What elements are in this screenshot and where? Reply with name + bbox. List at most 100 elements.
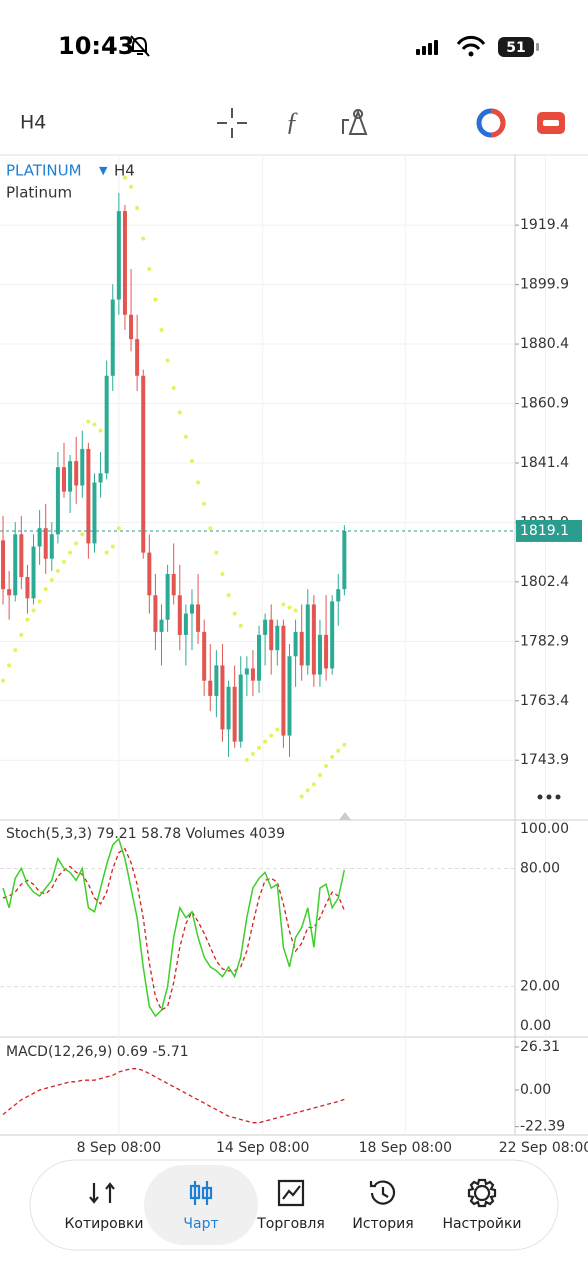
y-tick-label: -22.39 (520, 1119, 565, 1135)
nav-icon[interactable] (277, 1179, 305, 1207)
sar-dot (165, 358, 170, 363)
sar-dot (19, 632, 24, 637)
crosshair-icon[interactable] (217, 108, 247, 138)
candle-body (202, 631, 207, 681)
sar-dot (49, 578, 54, 583)
candle-body (208, 680, 213, 696)
candle-body (257, 634, 262, 681)
y-tick-label: 1802.4 (520, 574, 569, 590)
y-tick-label: 80.00 (520, 860, 560, 876)
y-tick-label: 1860.9 (520, 395, 569, 411)
nav-icon[interactable] (89, 1182, 115, 1204)
macd-signal-line (2, 1068, 345, 1124)
sar-dot (37, 599, 42, 604)
sar-dot (74, 541, 79, 546)
nav-label[interactable]: Котировки (64, 1216, 143, 1232)
candle-body (31, 546, 36, 599)
sar-dot (98, 428, 103, 433)
sar-dot (226, 593, 231, 598)
sar-dot (220, 571, 225, 576)
stoch-name: Stoch(5,3,3) (6, 826, 92, 842)
sar-dot (104, 550, 109, 555)
nav-icon[interactable] (369, 1180, 396, 1205)
sar-dot (281, 602, 286, 607)
chart-timeframe: H4 (114, 162, 135, 180)
candle-body (183, 613, 188, 635)
macd-label: MACD(12,26,9) 0.69 -5.71 (6, 1044, 189, 1060)
symbol-dropdown[interactable]: ▼ (99, 164, 108, 177)
sar-dot (208, 526, 213, 531)
nav-label[interactable]: Чарт (183, 1216, 218, 1232)
sar-dot (129, 184, 134, 189)
candle-body (43, 528, 48, 559)
y-tick-label: 0.00 (520, 1082, 551, 1098)
candle-body (299, 631, 304, 666)
y-tick-label: 1763.4 (520, 693, 569, 709)
sar-dot (122, 175, 127, 180)
objects-icon[interactable] (342, 109, 368, 135)
sar-dot (330, 754, 335, 759)
more-icon[interactable] (537, 794, 561, 800)
candle-body (263, 619, 268, 635)
timeframe-button[interactable]: H4 (20, 112, 46, 134)
sar-dot (196, 480, 201, 485)
stoch-d: 58.78 (141, 826, 181, 842)
trade-icon-half (490, 108, 506, 138)
status-time: 10:43 (58, 32, 134, 60)
sar-dot (7, 663, 12, 668)
nav-label[interactable]: История (352, 1216, 413, 1232)
nav-active-pill (144, 1165, 258, 1245)
candle-body (61, 467, 66, 492)
sar-dot (183, 434, 188, 439)
y-tick-label: 20.00 (520, 979, 560, 995)
nav-icon[interactable] (189, 1181, 213, 1205)
symbol[interactable]: PLATINUM (6, 162, 82, 180)
y-tick-label: 1919.4 (520, 217, 569, 233)
y-tick-label: 100.00 (520, 821, 569, 837)
mute-icon (130, 35, 150, 57)
sar-dot (110, 544, 115, 549)
candle-body (330, 601, 335, 669)
nav-label[interactable]: Торговля (256, 1216, 325, 1232)
nav-label[interactable]: Настройки (442, 1216, 521, 1232)
y-tick-label: 0.00 (520, 1018, 551, 1034)
x-tick-label: 8 Sep 08:00 (77, 1140, 162, 1156)
indicators-icon[interactable]: ƒ (286, 107, 299, 136)
sar-dot (250, 751, 255, 756)
sar-dot (153, 297, 158, 302)
candle-body (269, 619, 274, 651)
candle-body (74, 461, 79, 486)
sar-dot (92, 422, 97, 427)
candle-body (232, 686, 237, 742)
y-tick-label: 1782.9 (520, 633, 569, 649)
candle-body (324, 634, 329, 669)
symbol-description: Platinum (6, 184, 72, 202)
current-price-box (516, 519, 582, 542)
candle-body (122, 211, 127, 315)
candle-body (153, 595, 158, 632)
candle-body (116, 211, 121, 300)
x-tick-label: 18 Sep 08:00 (359, 1140, 452, 1156)
candle-body (55, 467, 60, 535)
stoch-d-line (2, 847, 345, 1012)
y-tick-label: 1880.4 (520, 336, 569, 352)
macd-signal-value: -5.71 (152, 1044, 188, 1060)
candle-body (238, 674, 243, 742)
candle-body (311, 604, 316, 675)
candle-body (92, 482, 97, 544)
nav-icon[interactable] (467, 1178, 497, 1208)
sar-dot (202, 501, 207, 506)
candle-body (226, 686, 231, 730)
sar-dot (13, 648, 18, 653)
sar-dot (25, 617, 30, 622)
candle-body (342, 530, 347, 590)
sar-dot (305, 788, 310, 793)
sar-dot (257, 745, 262, 750)
candle-body (110, 299, 115, 376)
candle-body (135, 339, 140, 376)
candle-body (7, 589, 12, 596)
shift-marker[interactable] (339, 812, 351, 820)
sar-dot (287, 605, 292, 610)
sar-dot (159, 328, 164, 333)
sar-dot (31, 608, 36, 613)
